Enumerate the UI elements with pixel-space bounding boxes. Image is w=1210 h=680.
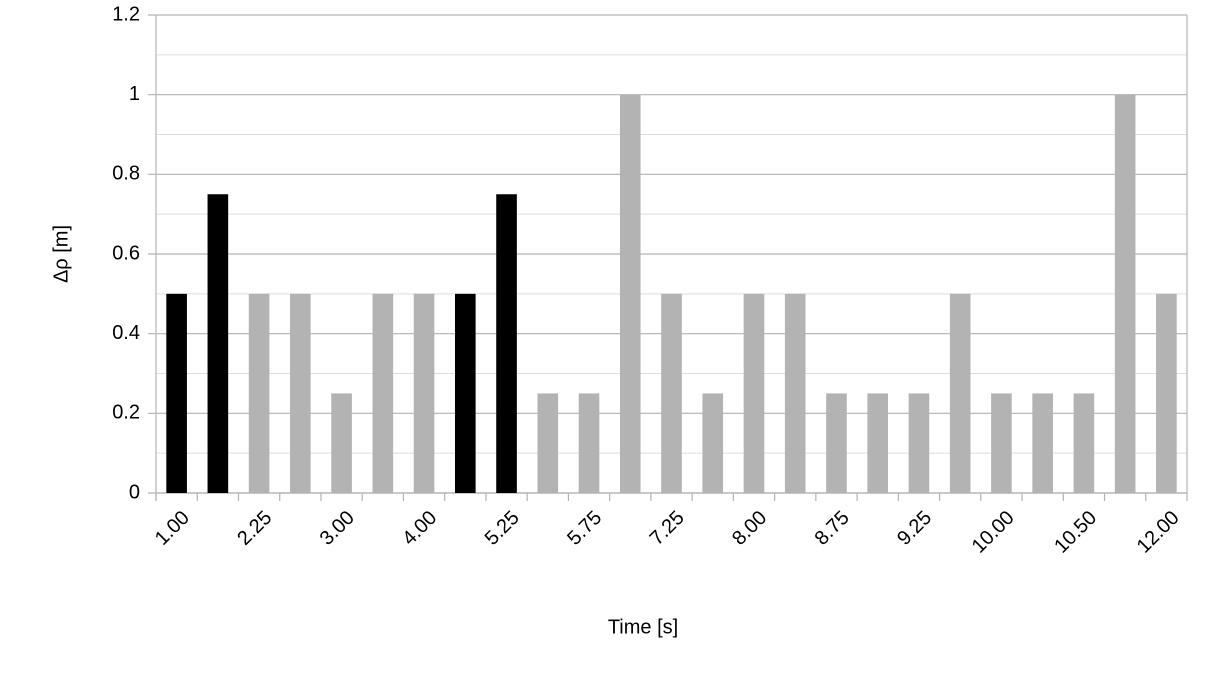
bar	[784, 293, 806, 493]
y-tick-label: 0	[129, 481, 140, 503]
bar	[166, 293, 187, 493]
bar	[290, 293, 311, 493]
x-tick-label: 7.25	[646, 507, 689, 550]
bar	[331, 393, 352, 493]
bar	[826, 393, 847, 493]
y-tick-label: 0.4	[112, 322, 140, 344]
bar	[619, 94, 641, 494]
y-tick-label: 0.6	[112, 242, 140, 264]
bar	[867, 393, 889, 493]
bar	[1114, 94, 1136, 494]
bar	[496, 194, 517, 493]
bar	[248, 293, 270, 493]
bar	[372, 293, 394, 493]
y-axis-title: Δρ [m]	[50, 225, 72, 283]
x-tick-label: 8.00	[728, 507, 771, 550]
bar	[949, 293, 971, 493]
bar	[991, 393, 1012, 493]
x-tick-label: 5.25	[481, 507, 524, 550]
y-tick-label: 0.8	[112, 163, 140, 185]
bar	[743, 293, 765, 493]
bar	[207, 194, 229, 493]
x-tick-label: 4.00	[398, 507, 441, 550]
y-tick-label: 1.2	[112, 3, 140, 25]
x-tick-label: 5.75	[563, 507, 606, 550]
bar	[537, 393, 559, 493]
x-tick-label: 10.50	[1050, 507, 1101, 558]
bar	[413, 293, 435, 493]
bar	[661, 293, 682, 493]
x-tick-label: 1.00	[151, 507, 194, 550]
bar	[454, 293, 476, 493]
x-tick-label: 2.25	[233, 507, 276, 550]
x-tick-label: 12.00	[1133, 507, 1184, 558]
bar	[908, 393, 930, 493]
y-tick-label: 1	[129, 83, 140, 105]
x-axis-title: Time [s]	[608, 616, 678, 638]
bar	[702, 393, 724, 493]
bar	[1032, 393, 1053, 493]
bar	[1156, 293, 1177, 493]
bar	[578, 393, 600, 493]
x-tick-label: 10.00	[968, 507, 1019, 558]
bar	[1073, 393, 1095, 493]
y-tick-label: 0.2	[112, 402, 140, 424]
x-tick-label: 9.25	[893, 507, 936, 550]
x-tick-label: 3.00	[316, 507, 359, 550]
x-tick-label: 8.75	[811, 507, 854, 550]
